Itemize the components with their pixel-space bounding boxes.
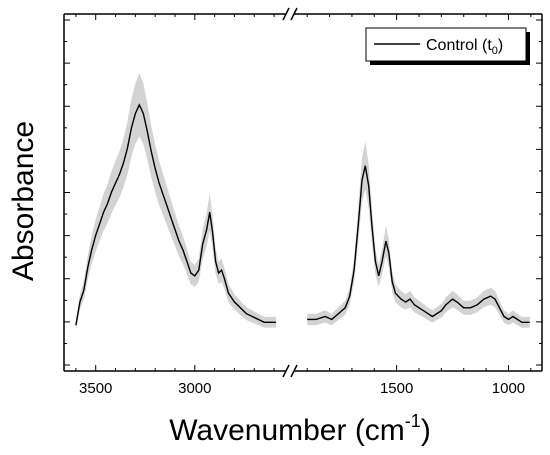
axis-break-mark	[282, 364, 290, 378]
x-axis-label-sup: -1	[405, 411, 421, 431]
y-axis-label: Absorbance	[7, 121, 40, 281]
series-line-segment	[307, 165, 530, 323]
x-tick-label: 3000	[178, 380, 211, 397]
axis-break-mark	[290, 364, 298, 378]
x-tick-label: 1500	[380, 380, 413, 397]
legend-label-end: )	[498, 37, 503, 54]
x-axis-label: Wavenumber (cm-1)	[169, 411, 431, 447]
legend: Control (t0)	[365, 27, 530, 65]
axis-break-mark	[290, 7, 298, 21]
x-axis-label-end: )	[421, 414, 431, 447]
error-band-segment	[75, 73, 277, 331]
error-band-segment	[307, 141, 530, 328]
x-axis-label-main: Wavenumber (cm	[169, 414, 405, 447]
legend-label-main: Control (t	[426, 37, 492, 54]
legend-label-sub: 0	[492, 45, 498, 57]
axis-break-mark	[282, 7, 290, 21]
axes: 3500 3000 1500 1000	[64, 14, 542, 397]
x-tick-label: 1000	[492, 380, 525, 397]
series-line-segment	[75, 103, 277, 326]
error-bands	[75, 73, 530, 331]
x-tick-label: 3500	[79, 380, 112, 397]
legend-label: Control (t0)	[426, 37, 503, 57]
series-lines	[75, 103, 530, 326]
